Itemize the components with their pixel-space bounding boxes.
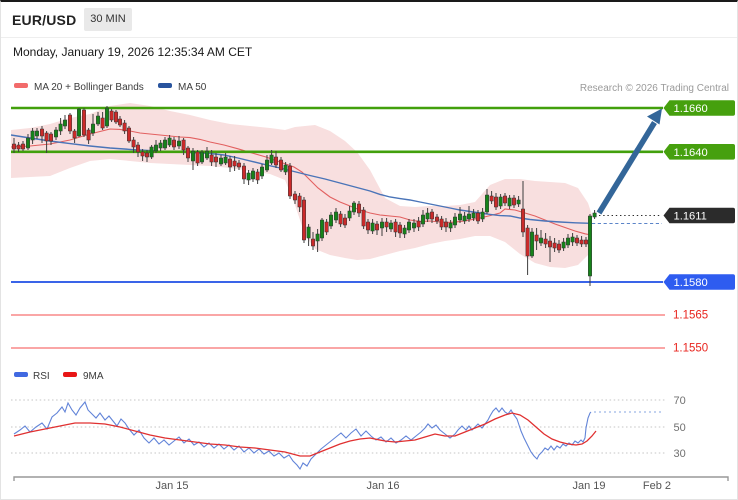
svg-text:50: 50 [674, 422, 686, 434]
svg-text:1.1550: 1.1550 [673, 343, 708, 355]
svg-text:30: 30 [674, 448, 686, 460]
svg-text:1.1580: 1.1580 [674, 277, 708, 289]
svg-text:Jan 15: Jan 15 [155, 480, 188, 492]
svg-text:1.1611: 1.1611 [674, 211, 707, 223]
svg-text:1.1640: 1.1640 [674, 147, 708, 159]
svg-text:Jan 19: Jan 19 [572, 480, 605, 492]
svg-text:Jan 16: Jan 16 [366, 480, 399, 492]
svg-text:1.1565: 1.1565 [673, 310, 708, 322]
svg-text:1.1660: 1.1660 [674, 103, 708, 115]
svg-text:70: 70 [674, 395, 686, 407]
svg-text:Feb 2: Feb 2 [643, 480, 671, 492]
